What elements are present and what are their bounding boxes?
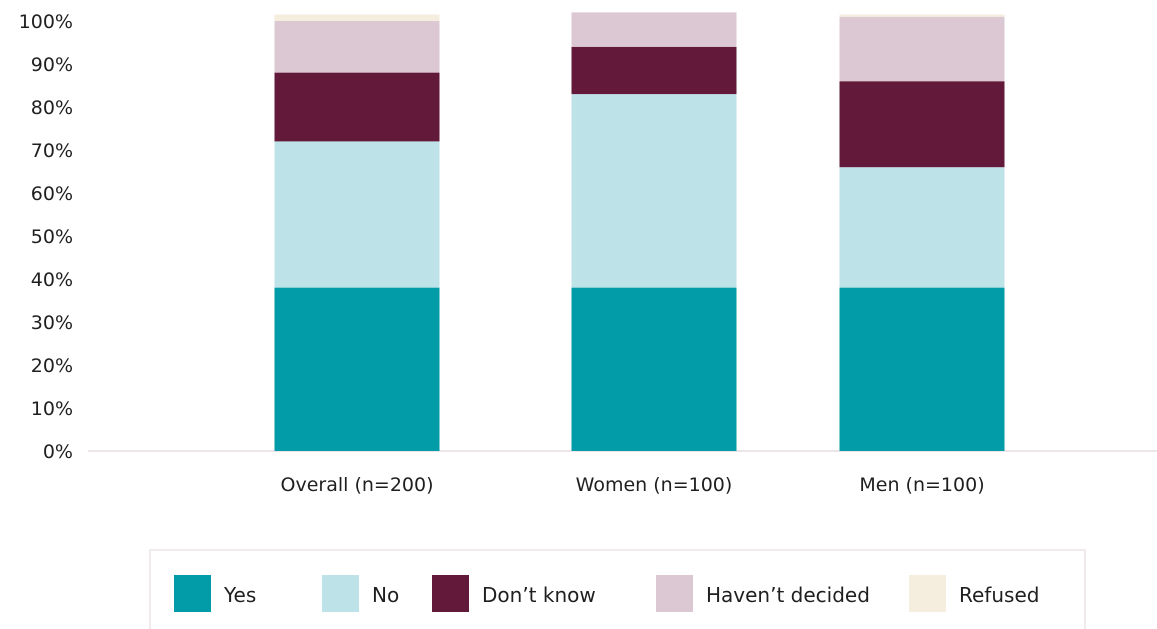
y-tick-label: 100% [19,11,73,33]
bar-segment-2-0 [274,72,440,142]
y-tick-label: 0% [43,441,73,463]
category-label: Women (n=100) [576,474,733,496]
y-axis-ticks: 0% 10% 20% 30% 40% 50% 60% 70% 80% 90% 100% [19,11,73,463]
legend-swatch [432,575,469,612]
legend-swatch [656,575,693,612]
legend-label: No [372,583,399,607]
legend-swatch [909,575,946,612]
y-tick-label: 80% [31,97,73,119]
legend-label: Haven’t decided [706,583,870,607]
y-tick-label: 50% [31,226,73,248]
bar-segment-1-0 [274,141,440,288]
category-label: Overall (n=200) [281,474,434,496]
bar-segment-1-2 [839,167,1005,288]
bar-segment-2-2 [839,81,1005,168]
y-tick-label: 20% [31,355,73,377]
legend-label: Yes [223,583,256,607]
legend-label: Don’t know [482,583,596,607]
bar-segment-0-2 [839,287,1005,451]
y-tick-label: 40% [31,269,73,291]
category-labels: Overall (n=200) Women (n=100) Men (n=100) [281,474,985,496]
y-tick-label: 70% [31,140,73,162]
bars-group [274,12,1005,451]
legend-box [149,549,1086,629]
bar-segment-2-1 [571,46,737,95]
category-label: Men (n=100) [859,474,984,496]
y-tick-label: 30% [31,312,73,334]
y-tick-label: 60% [31,183,73,205]
bar-segment-0-1 [571,287,737,451]
bar-segment-3-1 [571,12,737,47]
legend: Yes No Don’t know Haven’t decided Refused [174,575,1039,612]
bar-segment-4-0 [274,14,440,21]
bar-segment-0-0 [274,287,440,451]
bar-segment-4-2 [839,14,1005,17]
y-tick-label: 90% [31,54,73,76]
y-tick-label: 10% [31,398,73,420]
legend-swatch [174,575,211,612]
bar-segment-3-0 [274,21,440,73]
bar-segment-3-2 [839,16,1005,82]
legend-label: Refused [959,583,1039,607]
legend-swatch [322,575,359,612]
bar-segment-1-1 [571,94,737,288]
